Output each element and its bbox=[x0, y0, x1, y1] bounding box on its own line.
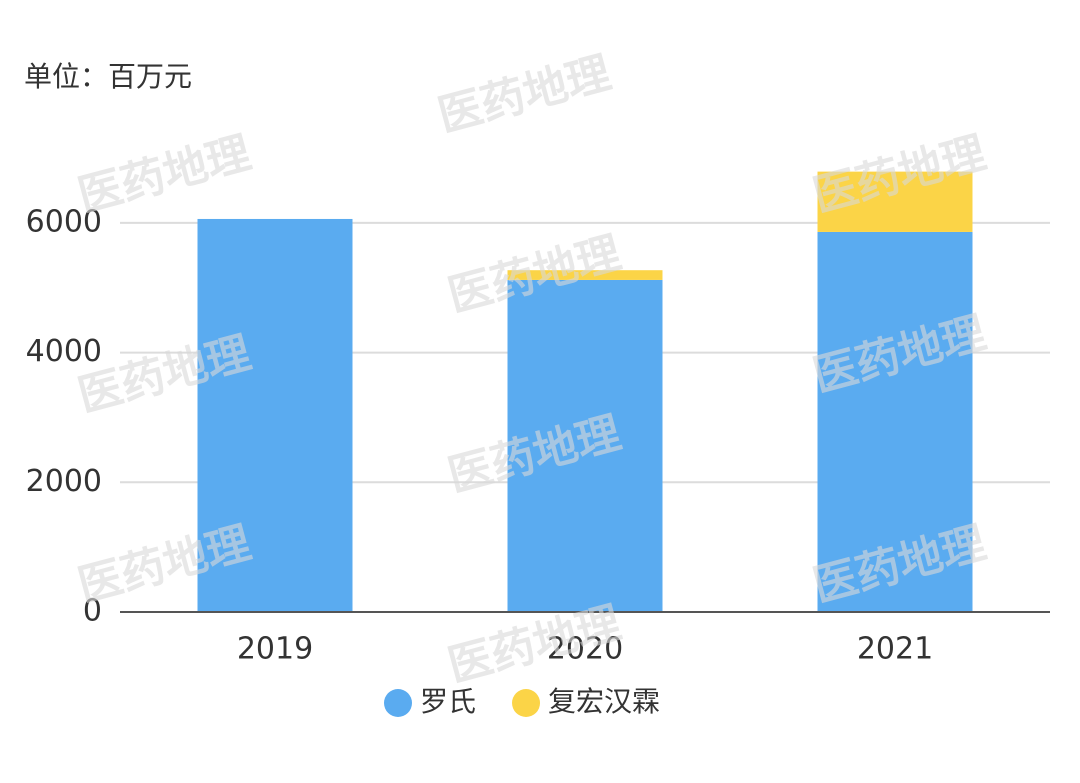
legend-label: 罗氏 bbox=[420, 685, 476, 718]
legend-marker bbox=[512, 689, 541, 717]
legend-label: 复宏汉霖 bbox=[548, 685, 660, 718]
legend-marker bbox=[384, 689, 412, 717]
bar-segment bbox=[197, 218, 353, 613]
bar-segment bbox=[817, 231, 973, 613]
x-tick-label: 2019 bbox=[237, 632, 313, 667]
x-tick-label: 2020 bbox=[547, 632, 623, 667]
y-tick-label: 0 bbox=[83, 594, 102, 629]
y-axis-label: 单位：百万元 bbox=[24, 60, 192, 93]
y-tick-label: 6000 bbox=[26, 204, 102, 239]
bar-segment bbox=[507, 270, 663, 280]
y-tick-label: 2000 bbox=[26, 464, 102, 499]
x-tick-label: 2021 bbox=[857, 632, 933, 667]
bar-segment bbox=[507, 279, 663, 612]
bar-segment bbox=[817, 171, 973, 232]
y-tick-label: 4000 bbox=[26, 334, 102, 369]
